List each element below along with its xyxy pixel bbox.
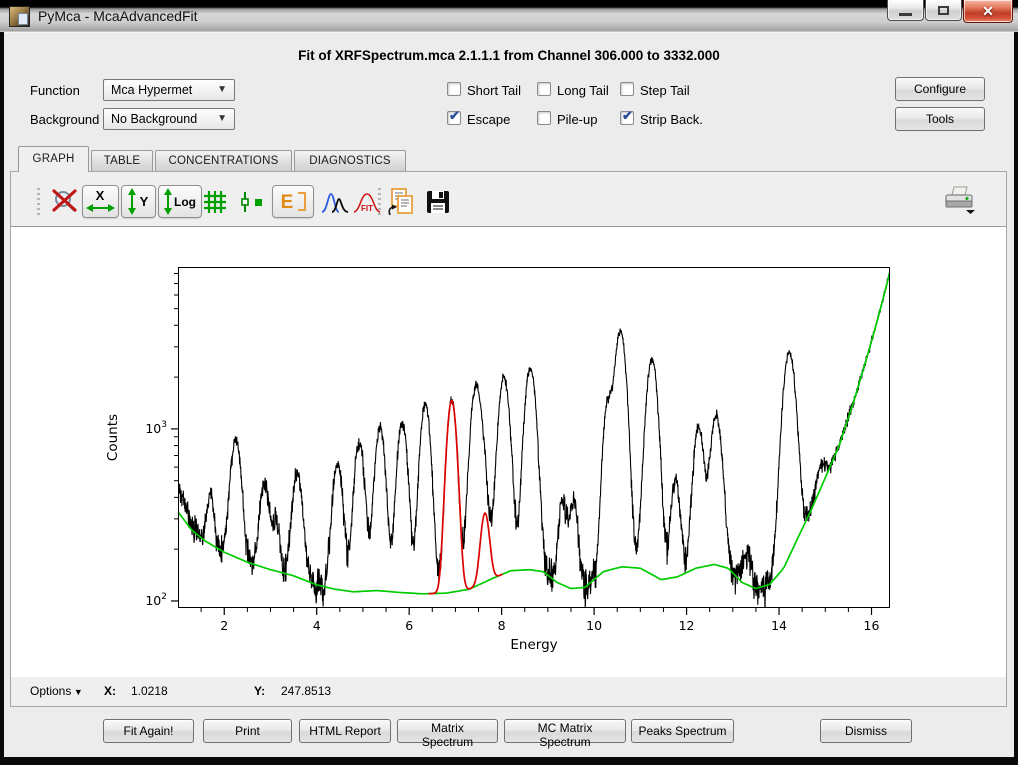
- function-label: Function: [30, 83, 80, 98]
- svg-text:4: 4: [313, 618, 321, 633]
- options-label: Options: [30, 684, 72, 698]
- tab-diagnostics[interactable]: DIAGNOSTICS: [294, 150, 406, 172]
- toolbar-handle: [37, 188, 40, 216]
- options-button[interactable]: Options ▼: [30, 684, 83, 698]
- minimize-button[interactable]: [887, 0, 924, 21]
- close-button[interactable]: ✕: [963, 0, 1013, 23]
- peaks-spectrum-button[interactable]: Peaks Spectrum: [631, 719, 734, 743]
- x-autoscale-glyph: X: [96, 188, 105, 203]
- short-tail-label: Short Tail: [467, 83, 521, 98]
- cursor-y-label: Y:: [254, 684, 266, 698]
- chevron-down-icon: ▼: [71, 687, 83, 697]
- background-label: Background: [30, 112, 100, 127]
- long-tail-checkbox[interactable]: ✔: [537, 82, 551, 96]
- zoom-reset-icon[interactable]: [50, 187, 80, 222]
- check-icon: ✔: [622, 108, 633, 123]
- configure-button[interactable]: Configure: [895, 77, 985, 101]
- fit-again-button[interactable]: Fit Again!: [103, 719, 194, 743]
- long-tail-label: Long Tail: [557, 83, 609, 98]
- toolbar-separator: [378, 188, 381, 216]
- energy-glyph: E: [281, 192, 294, 213]
- strip-back-checkbox[interactable]: ✔: [620, 108, 634, 125]
- strip-back-label: Strip Back.: [640, 112, 703, 127]
- fit-glyph: FIT: [361, 204, 373, 213]
- print-button[interactable]: Print: [203, 719, 292, 743]
- fit-header-title: Fit of XRFSpectrum.mca 2.1.1.1 from Chan…: [298, 48, 720, 63]
- grid-icon[interactable]: [201, 188, 229, 221]
- svg-text:6: 6: [405, 618, 413, 633]
- tab-graph[interactable]: GRAPH: [18, 146, 89, 172]
- y-autoscale-button[interactable]: Y: [121, 185, 156, 218]
- cursor-x-label: X:: [104, 684, 116, 698]
- background-select[interactable]: No Background ▼: [103, 108, 235, 130]
- close-icon: ✕: [982, 3, 994, 19]
- window-title: PyMca - McaAdvancedFit: [38, 8, 198, 24]
- svg-text:2: 2: [220, 618, 228, 633]
- background-value: No Background: [111, 112, 198, 126]
- tools-button[interactable]: Tools: [895, 107, 985, 131]
- minimize-icon: [899, 12, 912, 16]
- dismiss-button[interactable]: Dismiss: [820, 719, 912, 743]
- mc-matrix-spectrum-button[interactable]: MC Matrix Spectrum: [504, 719, 626, 749]
- check-icon: ✔: [449, 108, 460, 123]
- tab-concentrations[interactable]: CONCENTRATIONS: [155, 150, 292, 172]
- app-icon: [9, 6, 30, 27]
- maximize-button[interactable]: [925, 0, 962, 21]
- function-value: Mca Hypermet: [111, 83, 193, 97]
- svg-text:8: 8: [498, 618, 506, 633]
- fit-icon[interactable]: FIT: [352, 190, 382, 220]
- peaks-icon[interactable]: [320, 190, 350, 220]
- svg-text:16: 16: [864, 618, 880, 633]
- y-autoscale-glyph: Y: [140, 194, 149, 209]
- chevron-down-icon: ▼: [217, 113, 227, 124]
- cursor-x-value: 1.0218: [131, 684, 168, 698]
- html-report-button[interactable]: HTML Report: [299, 719, 391, 743]
- matrix-spectrum-button[interactable]: Matrix Spectrum: [397, 719, 498, 749]
- copy-icon[interactable]: [386, 187, 416, 222]
- title-bar: PyMca - McaAdvancedFit ✕: [0, 0, 1018, 32]
- log-toggle-glyph: Log: [174, 195, 196, 209]
- escape-checkbox[interactable]: ✔: [447, 108, 461, 125]
- svg-text:102: 102: [145, 592, 167, 608]
- fit-markers-icon[interactable]: [238, 190, 266, 219]
- print-icon[interactable]: [941, 185, 977, 222]
- escape-label: Escape: [467, 112, 511, 127]
- step-tail-label: Step Tail: [640, 83, 690, 98]
- maximize-icon: [938, 5, 949, 15]
- function-select[interactable]: Mca Hypermet ▼: [103, 79, 235, 101]
- energy-axis-button[interactable]: E: [272, 185, 314, 218]
- svg-text:Counts: Counts: [105, 414, 121, 461]
- tab-table[interactable]: TABLE: [91, 150, 153, 172]
- svg-text:103: 103: [145, 420, 167, 436]
- step-tail-checkbox[interactable]: ✔: [620, 82, 634, 96]
- pileup-label: Pile-up: [557, 112, 598, 127]
- svg-text:12: 12: [679, 618, 695, 633]
- cursor-y-value: 247.8513: [281, 684, 332, 698]
- svg-text:14: 14: [771, 618, 787, 633]
- short-tail-checkbox[interactable]: ✔: [447, 82, 461, 96]
- toolbar-divider: [11, 226, 1006, 227]
- svg-text:10: 10: [586, 618, 602, 633]
- log-toggle-button[interactable]: Log: [158, 185, 202, 218]
- x-autoscale-button[interactable]: X: [82, 185, 119, 218]
- svg-text:Energy: Energy: [510, 637, 557, 653]
- save-icon[interactable]: [424, 188, 452, 221]
- pileup-checkbox[interactable]: ✔: [537, 111, 551, 125]
- chevron-down-icon: ▼: [217, 84, 227, 95]
- plot-canvas[interactable]: 2 4 6 8 10 12 14 16 102 103 Energy Counts: [11, 227, 1006, 677]
